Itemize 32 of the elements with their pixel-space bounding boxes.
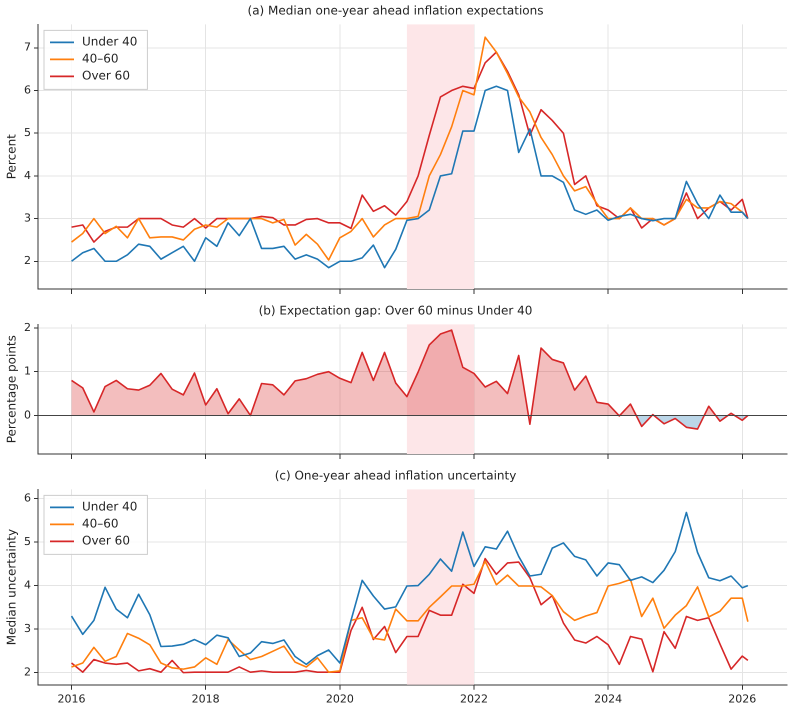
y-axis-title: Percent bbox=[4, 134, 18, 180]
legend-label: 40–60 bbox=[82, 516, 119, 531]
y-tick-label: 3 bbox=[24, 622, 31, 635]
chart-title: (a) Median one-year ahead inflation expectations bbox=[248, 3, 544, 18]
y-tick-label: 7 bbox=[24, 40, 31, 54]
y-tick-label: 6 bbox=[24, 491, 31, 504]
y-tick-label: 3 bbox=[24, 211, 31, 224]
legend-label: Over 60 bbox=[82, 534, 130, 548]
legend-label: 40–60 bbox=[82, 52, 119, 66]
y-tick-label: 5 bbox=[24, 534, 31, 548]
y-tick-label: 5 bbox=[24, 126, 31, 140]
x-tick-label: 2018 bbox=[192, 692, 220, 706]
y-tick-label: 0 bbox=[24, 408, 31, 422]
y-tick-label: 1 bbox=[24, 364, 31, 378]
legend-label: Under 40 bbox=[82, 34, 138, 49]
chart-title: (b) Expectation gap: Over 60 minus Under 40 bbox=[258, 303, 532, 318]
legend-label: Under 40 bbox=[82, 500, 138, 514]
y-axis-title: Percentage points bbox=[4, 335, 18, 444]
legend-label: Over 60 bbox=[82, 68, 130, 83]
x-tick-label: 2020 bbox=[326, 692, 354, 706]
y-tick-label: 4 bbox=[24, 578, 31, 592]
x-tick-label: 2026 bbox=[728, 692, 756, 706]
y-tick-label: 4 bbox=[24, 168, 31, 182]
y-axis-title: Median uncertainty bbox=[4, 528, 18, 646]
y-tick-label: 2 bbox=[24, 665, 31, 678]
y-tick-label: 2 bbox=[24, 320, 31, 334]
y-tick-label: 2 bbox=[24, 254, 31, 268]
chart-title: (c) One-year ahead inflation uncertainty bbox=[274, 468, 516, 482]
y-tick-label: 6 bbox=[24, 83, 31, 96]
x-tick-label: 2022 bbox=[460, 692, 488, 706]
x-tick-label: 2016 bbox=[58, 692, 86, 706]
x-tick-label: 2024 bbox=[594, 692, 622, 706]
